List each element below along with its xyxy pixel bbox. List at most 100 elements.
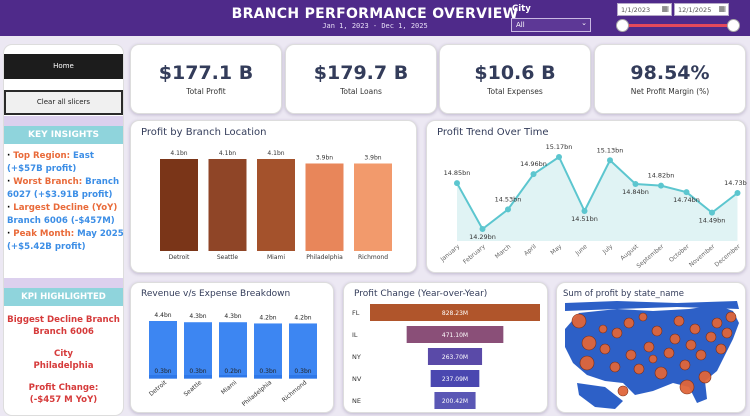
chevron-down-icon: ⌄: [581, 19, 587, 27]
home-button[interactable]: Home: [4, 54, 123, 79]
data-label: 3.9bn: [364, 154, 381, 161]
data-label: 14.96bn: [520, 160, 547, 168]
profit-bubble: [669, 333, 681, 345]
data-point: [632, 181, 639, 187]
kpi-highlight-line: Philadelphia: [33, 361, 94, 371]
tick-label: February: [462, 243, 487, 266]
trend-area: [457, 157, 738, 241]
trend-line: [456, 155, 739, 231]
insight-label: Top Region:: [13, 151, 74, 161]
tick-label: November: [688, 243, 717, 269]
data-label: 4.1bn: [170, 150, 187, 157]
data-label: 471.10M: [442, 332, 468, 339]
data-label: 14.82bn: [648, 172, 675, 180]
tick-label: Seattle: [217, 254, 239, 261]
data-label: 200.42M: [442, 398, 468, 405]
data-label: 4.4bn: [154, 312, 171, 319]
bar: [370, 304, 540, 321]
kpi-card-net-profit-margin: 98.54% Net Profit Margin (%): [594, 44, 746, 114]
profit-bubble: [725, 311, 737, 323]
bar: [354, 163, 392, 251]
end-date-input[interactable]: 12/1/2025 ▦: [674, 3, 729, 16]
profit-bubble: [598, 324, 608, 334]
bar: [305, 163, 344, 251]
slider-end-handle[interactable]: [727, 19, 740, 32]
panel-title: Profit by Branch Location: [141, 127, 267, 138]
data-label: 4.2bn: [259, 314, 276, 321]
profit-bubble: [685, 339, 697, 351]
insight-label: Peak Month:: [13, 229, 78, 239]
city-dropdown-value: All: [516, 21, 525, 29]
tick-label: Miami: [267, 254, 285, 261]
tick-label: FL: [352, 309, 360, 317]
data-label: 828.23M: [442, 310, 468, 317]
kpi-value: $177.1 B: [158, 62, 254, 84]
data-label: 4.3bn: [224, 313, 241, 320]
kpi-highlight-line: City: [54, 349, 73, 359]
data-point: [454, 180, 460, 187]
tick-label: September: [635, 243, 665, 270]
data-label: 0.3bn: [294, 368, 311, 375]
data-label: 0.2bn: [224, 368, 241, 375]
data-label: 4.2bn: [294, 314, 311, 321]
city-dropdown[interactable]: All ⌄: [511, 18, 591, 32]
expense-bar: [289, 375, 317, 379]
kpi-value: 98.54%: [630, 62, 710, 84]
kpi-label: Total Profit: [186, 87, 226, 96]
data-point: [683, 189, 690, 196]
bar: [406, 326, 504, 343]
data-point: [505, 206, 511, 213]
data-label: 14.74bn: [673, 196, 700, 204]
tick-label: October: [668, 243, 691, 264]
insight-value: May 2025 (+$5.42B profit): [7, 229, 124, 252]
profit-bubble: [679, 379, 695, 395]
data-label: 14.29bn: [469, 233, 496, 241]
data-point: [581, 208, 588, 214]
slider-start-handle[interactable]: [616, 19, 629, 32]
revenue-bar: [219, 322, 247, 375]
profit-bubble: [617, 385, 629, 397]
bar: [430, 370, 480, 387]
data-label: 0.3bn: [154, 368, 171, 375]
expense-bar: [219, 375, 247, 378]
dashboard-title: BRANCH PERFORMANCE OVERVIEW: [231, 6, 519, 22]
profit-bubble: [663, 347, 675, 359]
data-label: 237.09M: [442, 376, 468, 383]
tick-label: NV: [352, 375, 362, 383]
data-label: 3.9bn: [316, 154, 333, 161]
profit-by-branch-chart: 4.1bn Detroit 4.1bn Seattle 4.1bn Miami 3.9bn P…: [160, 150, 392, 261]
profit-bubble-map[interactable]: [557, 283, 747, 414]
insight-value: Branch 6027 (+$3.91B profit): [7, 177, 120, 200]
profit-bubble: [611, 327, 623, 339]
tick-label: Detroit: [148, 379, 169, 398]
land-mexico: [577, 383, 623, 409]
data-label: 14.53bn: [495, 195, 522, 203]
insight-label: Worst Branch:: [13, 177, 86, 187]
revenue-bar: [289, 323, 317, 375]
kpi-highlight-line: Biggest Decline Branch: [7, 315, 120, 325]
start-date-input[interactable]: 1/1/2023 ▦: [617, 3, 672, 16]
profit-bubble: [623, 317, 635, 329]
tick-label: Miami: [220, 379, 239, 396]
calendar-icon: ▦: [718, 4, 726, 13]
insight-item: · Top Region: East (+$57B profit): [7, 151, 94, 174]
expense-bar: [149, 375, 177, 379]
kpi-highlight-line: Branch 6006: [33, 327, 94, 337]
expense-bar: [184, 375, 212, 379]
tick-label: Detroit: [169, 254, 190, 261]
profit-bubble: [711, 317, 723, 329]
profit-bubble: [689, 323, 701, 335]
data-label: 14.84bn: [622, 188, 649, 196]
profit-bubble: [643, 341, 655, 353]
data-label: 14.51bn: [571, 215, 598, 223]
data-label: 14.85bn: [444, 169, 471, 177]
city-filter-label: City: [512, 4, 531, 14]
clear-slicers-button[interactable]: Clear all slicers: [4, 90, 123, 115]
data-label: 0.3bn: [259, 368, 276, 375]
data-label: 14.49bn: [699, 217, 726, 225]
key-insights-list: · Top Region: East (+$57B profit) · Wors…: [7, 150, 125, 254]
key-insights-heading: KEY INSIGHTS: [4, 126, 123, 144]
date-range-slider[interactable]: [621, 24, 731, 27]
panel-title: Sum of profit by state_name: [563, 289, 684, 299]
tick-label: April: [523, 243, 538, 257]
